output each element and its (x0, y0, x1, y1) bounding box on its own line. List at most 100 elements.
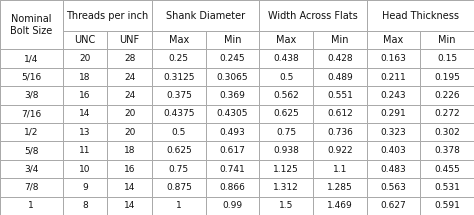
Text: 9: 9 (82, 183, 88, 192)
Text: 0.489: 0.489 (327, 72, 353, 81)
Text: 0.3065: 0.3065 (217, 72, 248, 81)
Text: 0.211: 0.211 (381, 72, 406, 81)
Bar (420, 123, 474, 141)
Bar (63, 68, 107, 86)
Text: 5/8: 5/8 (24, 146, 38, 155)
Bar (0, 86, 63, 105)
Text: 1: 1 (176, 201, 182, 210)
Text: Min: Min (331, 35, 348, 45)
Text: 0.75: 0.75 (169, 164, 189, 174)
Text: 0.302: 0.302 (434, 128, 460, 137)
Text: 0.483: 0.483 (381, 164, 406, 174)
Text: 0.455: 0.455 (434, 164, 460, 174)
Bar (259, 105, 313, 123)
Text: 20: 20 (79, 54, 91, 63)
Bar (367, 178, 420, 197)
Text: 0.15: 0.15 (437, 54, 457, 63)
Text: 0.378: 0.378 (434, 146, 460, 155)
Text: 1.5: 1.5 (279, 201, 293, 210)
Text: 0.4375: 0.4375 (163, 109, 195, 118)
Bar (63, 160, 107, 178)
Bar (107, 178, 152, 197)
Text: 0.938: 0.938 (273, 146, 299, 155)
Text: 18: 18 (124, 146, 136, 155)
Bar (367, 0, 474, 31)
Bar (63, 141, 107, 160)
Bar (420, 105, 474, 123)
Bar (420, 141, 474, 160)
Text: 1.285: 1.285 (327, 183, 353, 192)
Bar (206, 49, 259, 68)
Bar (259, 197, 313, 215)
Bar (206, 105, 259, 123)
Bar (152, 0, 259, 31)
Bar (107, 123, 152, 141)
Text: 0.245: 0.245 (220, 54, 246, 63)
Text: 0.5: 0.5 (279, 72, 293, 81)
Bar (367, 68, 420, 86)
Text: 0.627: 0.627 (381, 201, 406, 210)
Text: 8: 8 (82, 201, 88, 210)
Bar (0, 123, 63, 141)
Bar (313, 68, 367, 86)
Text: Shank Diameter: Shank Diameter (166, 11, 245, 21)
Text: 0.563: 0.563 (381, 183, 406, 192)
Bar (367, 197, 420, 215)
Bar (107, 160, 152, 178)
Text: 1/2: 1/2 (24, 128, 38, 137)
Bar (420, 178, 474, 197)
Bar (63, 178, 107, 197)
Text: 1.125: 1.125 (273, 164, 299, 174)
Bar (152, 197, 206, 215)
Bar (63, 86, 107, 105)
Text: 0.736: 0.736 (327, 128, 353, 137)
Bar (259, 68, 313, 86)
Text: Min: Min (438, 35, 456, 45)
Bar (206, 31, 259, 49)
Bar (0, 141, 63, 160)
Bar (367, 49, 420, 68)
Bar (107, 68, 152, 86)
Text: 20: 20 (124, 128, 136, 137)
Bar (63, 105, 107, 123)
Text: 0.591: 0.591 (434, 201, 460, 210)
Bar (420, 86, 474, 105)
Text: 0.323: 0.323 (381, 128, 406, 137)
Bar (107, 141, 152, 160)
Text: 0.163: 0.163 (381, 54, 406, 63)
Text: 5/16: 5/16 (21, 72, 41, 81)
Bar (0, 197, 63, 215)
Text: 24: 24 (124, 72, 135, 81)
Text: UNC: UNC (74, 35, 96, 45)
Text: 28: 28 (124, 54, 136, 63)
Bar (107, 31, 152, 49)
Text: 0.438: 0.438 (273, 54, 299, 63)
Bar (0, 68, 63, 86)
Text: 0.25: 0.25 (169, 54, 189, 63)
Bar (152, 31, 206, 49)
Bar (420, 49, 474, 68)
Text: Max: Max (383, 35, 404, 45)
Text: 7/16: 7/16 (21, 109, 41, 118)
Text: 0.369: 0.369 (219, 91, 246, 100)
Bar (420, 68, 474, 86)
Text: 0.243: 0.243 (381, 91, 406, 100)
Text: 0.272: 0.272 (434, 109, 460, 118)
Bar (313, 160, 367, 178)
Text: Max: Max (169, 35, 189, 45)
Text: 14: 14 (124, 201, 136, 210)
Text: 14: 14 (79, 109, 91, 118)
Text: 0.741: 0.741 (219, 164, 246, 174)
Bar (152, 160, 206, 178)
Text: 0.226: 0.226 (434, 91, 460, 100)
Bar (259, 141, 313, 160)
Bar (313, 197, 367, 215)
Text: 0.5: 0.5 (172, 128, 186, 137)
Bar (152, 49, 206, 68)
Text: 0.625: 0.625 (273, 109, 299, 118)
Bar (107, 86, 152, 105)
Text: 0.617: 0.617 (219, 146, 246, 155)
Text: 0.75: 0.75 (276, 128, 296, 137)
Bar (63, 0, 152, 31)
Text: 1.312: 1.312 (273, 183, 299, 192)
